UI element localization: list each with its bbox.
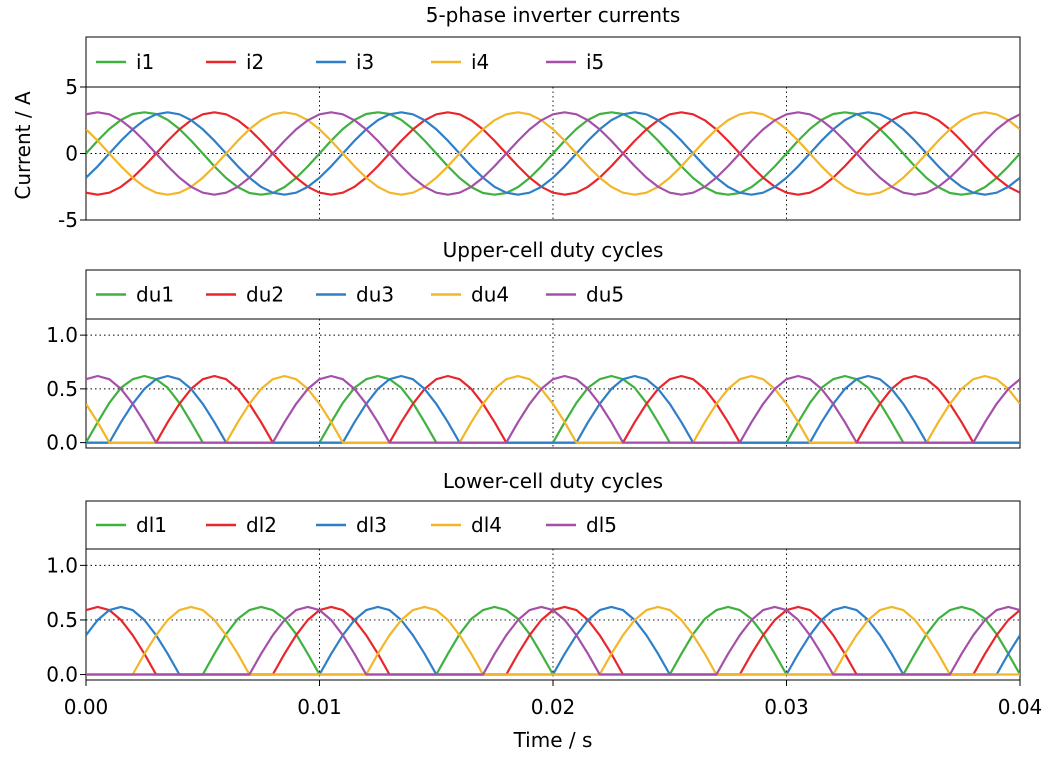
panel-title: Upper-cell duty cycles [443,238,664,262]
y-tick-label: 5 [65,75,78,99]
legend-label-i1: i1 [136,50,154,74]
legend-label-dl2: dl2 [246,513,277,537]
series-line-i5 [86,111,1020,196]
legend-label-i3: i3 [356,50,374,74]
y-tick-label: 0.0 [46,663,78,687]
y-tick-label: -5 [58,208,78,232]
x-tick-label: 0.00 [64,695,109,719]
panel-2: Upper-cell duty cycles du1 du2 du3 du4 du5 1.0… [46,238,1021,455]
series-line-i3 [86,111,1020,196]
legend-label-dl3: dl3 [356,513,387,537]
legend-label-du1: du1 [136,283,174,307]
legend-label-i2: i2 [246,50,264,74]
series-line-i2 [86,111,1020,196]
panel-title: 5-phase inverter currents [426,3,681,27]
x-axis-label: Time / s [513,728,593,752]
y-tick-label: 0.0 [46,431,78,455]
panel-title: Lower-cell duty cycles [443,469,663,493]
y-tick-label: 0.5 [46,608,78,632]
legend-label-i5: i5 [586,50,604,74]
y-tick-label: 1.0 [46,553,78,577]
legend-label-dl4: dl4 [471,513,502,537]
y-axis-label: Current / A [11,91,35,200]
x-tick-label: 0.04 [998,695,1043,719]
series-line-i4 [86,111,1020,196]
x-tick-label: 0.01 [297,695,342,719]
plot-area [85,548,1021,681]
legend-label-dl5: dl5 [586,513,617,537]
panel-3: Lower-cell duty cycles dl1 dl2 dl3 dl4 dl5 1.0… [46,469,1042,752]
legend-label-dl1: dl1 [136,513,167,537]
y-tick-label: 1.0 [46,323,78,347]
y-tick-label: 0 [65,142,78,166]
x-tick-label: 0.02 [531,695,576,719]
legend-label-i4: i4 [471,50,489,74]
series-line-du5 [86,374,1020,444]
x-tick-label: 0.03 [764,695,809,719]
legend-label-du3: du3 [356,283,394,307]
panel-1: 5-phase inverter currents i1 i2 i3 i4 i5 5 0 -5 C… [11,3,1021,232]
series-line-dl4 [86,605,1020,676]
series-line-dl5 [86,605,1020,676]
legend-label-du5: du5 [586,283,624,307]
series-line-i1 [86,111,1020,196]
y-tick-label: 0.5 [46,377,78,401]
legend-label-du4: du4 [471,283,509,307]
legend-label-du2: du2 [246,283,284,307]
